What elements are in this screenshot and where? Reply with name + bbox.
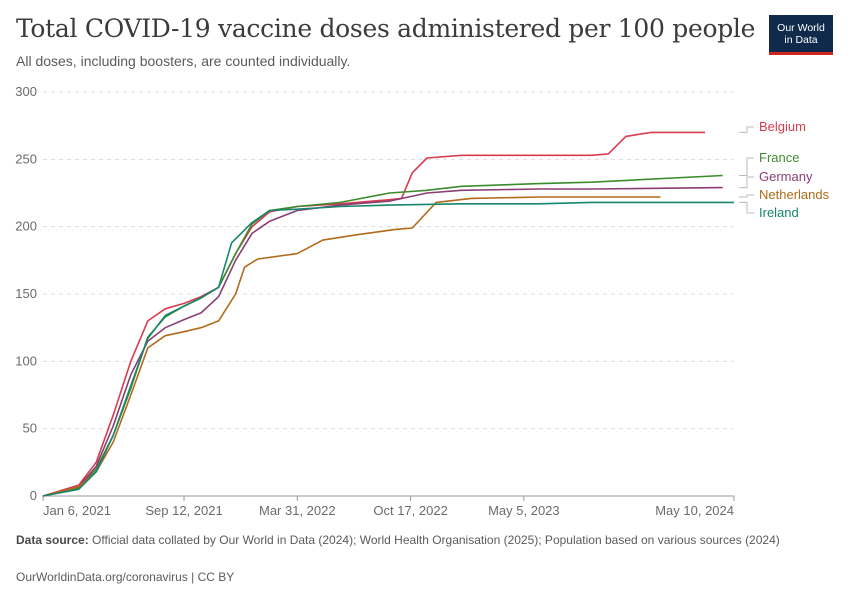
logo-line-1: Our World bbox=[777, 21, 825, 34]
legend: Belgium France Germany Netherlands Ireland bbox=[739, 119, 830, 220]
legend-label-germany: Germany bbox=[759, 169, 813, 184]
series-lines bbox=[42, 131, 734, 497]
gridlines bbox=[43, 91, 734, 430]
legend-connector-netherlands bbox=[739, 194, 754, 198]
legend-label-netherlands: Netherlands bbox=[759, 187, 830, 202]
legend-label-france: France bbox=[759, 150, 799, 165]
series-line-belgium bbox=[42, 131, 706, 497]
legend-label-ireland: Ireland bbox=[759, 205, 799, 220]
legend-connector-france bbox=[739, 157, 754, 176]
x-axis: Jan 6, 2021 Sep 12, 2021 Mar 31, 2022 Oct 1… bbox=[42, 495, 735, 518]
x-tick-label-5: May 10, 2024 bbox=[655, 503, 734, 518]
y-axis: 0 50 100 150 200 250 300 bbox=[15, 84, 37, 503]
x-tick-label-0: Jan 6, 2021 bbox=[43, 503, 111, 518]
series-line-ireland bbox=[42, 201, 734, 497]
data-source-text: Official data collated by Our World in D… bbox=[92, 533, 780, 547]
data-source-label: Data source: bbox=[16, 533, 89, 547]
owid-logo[interactable]: Our World in Data bbox=[769, 15, 833, 55]
legend-label-belgium: Belgium bbox=[759, 119, 806, 134]
x-tick-label-2: Mar 31, 2022 bbox=[259, 503, 336, 518]
series-line-france bbox=[42, 174, 723, 497]
x-tick-label-3: Oct 17, 2022 bbox=[373, 503, 447, 518]
y-tick-label-200: 200 bbox=[15, 219, 37, 234]
y-tick-label-100: 100 bbox=[15, 353, 37, 368]
series-line-netherlands bbox=[42, 196, 661, 497]
y-tick-label-150: 150 bbox=[15, 286, 37, 301]
x-tick-label-1: Sep 12, 2021 bbox=[145, 503, 222, 518]
chart-title: Total COVID-19 vaccine doses administere… bbox=[16, 14, 756, 43]
footer-link[interactable]: OurWorldinData.org/coronavirus | CC BY bbox=[16, 570, 235, 584]
y-tick-label-0: 0 bbox=[30, 488, 37, 503]
legend-connector-germany bbox=[739, 176, 754, 189]
logo-line-2: in Data bbox=[784, 33, 818, 46]
legend-connector-belgium bbox=[739, 126, 754, 133]
y-tick-label-250: 250 bbox=[15, 151, 37, 166]
series-line-germany bbox=[42, 186, 723, 497]
chart-subtitle: All doses, including boosters, are count… bbox=[16, 53, 351, 69]
x-tick-label-4: May 5, 2023 bbox=[488, 503, 560, 518]
y-tick-label-300: 300 bbox=[15, 84, 37, 99]
legend-connector-ireland bbox=[739, 201, 754, 214]
data-source: Data source: Official data collated by O… bbox=[16, 533, 806, 548]
y-tick-label-50: 50 bbox=[23, 421, 37, 436]
